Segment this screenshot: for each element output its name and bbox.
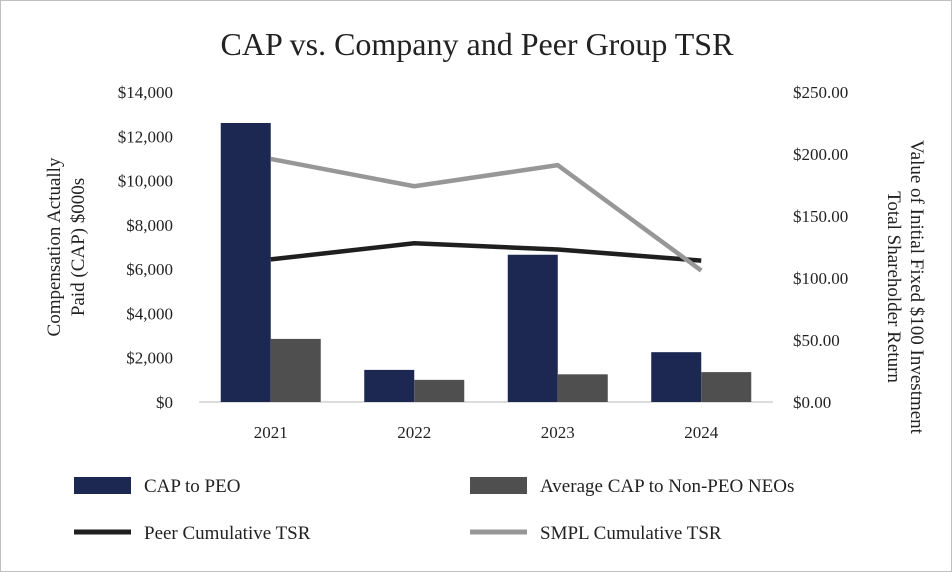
left-tick-label: $2,000 xyxy=(126,349,173,368)
legend-label: Average CAP to Non-PEO NEOs xyxy=(540,476,794,497)
bar xyxy=(507,254,558,402)
bar xyxy=(414,379,465,402)
left-axis-title-line-2: Paid (CAP) $000s xyxy=(68,178,89,316)
x-tick-label: 2024 xyxy=(684,423,719,442)
bar xyxy=(651,352,702,402)
legend-label: CAP to PEO xyxy=(144,476,240,497)
right-tick-label: $100.00 xyxy=(793,269,848,288)
left-tick-label: $0 xyxy=(156,393,173,412)
left-tick-label: $12,000 xyxy=(118,127,173,146)
legend-swatch xyxy=(470,477,527,494)
right-axis-title-line-2: Value of Initial Fixed $100 Investment xyxy=(906,140,927,435)
right-tick-label: $0.00 xyxy=(793,393,831,412)
legend-swatch xyxy=(74,477,131,494)
right-axis-ticks: $0.00 $50.00 $100.00 $150.00 $200.00 $250.00 xyxy=(793,83,848,412)
right-tick-label: $50.00 xyxy=(793,331,840,350)
x-axis-ticks: 2021 2022 2023 2024 xyxy=(254,423,719,442)
bar xyxy=(270,338,321,402)
bar-series xyxy=(220,123,752,402)
x-tick-label: 2023 xyxy=(541,423,575,442)
left-tick-label: $8,000 xyxy=(126,216,173,235)
left-axis-title-line-1: Compensation Actually xyxy=(44,157,65,336)
left-axis-title: Compensation Actually Paid (CAP) $000s xyxy=(44,157,89,336)
right-axis-title: Total Shareholder Return Value of Initia… xyxy=(883,140,927,435)
left-tick-label: $4,000 xyxy=(126,304,173,323)
line-series xyxy=(270,156,703,273)
left-tick-label: $10,000 xyxy=(118,172,173,191)
left-tick-label: $14,000 xyxy=(118,83,173,102)
right-axis-title-line-1: Total Shareholder Return xyxy=(883,191,904,383)
bar xyxy=(220,123,271,402)
x-tick-label: 2021 xyxy=(254,423,288,442)
series-line xyxy=(270,241,702,263)
legend: CAP to PEO Average CAP to Non-PEO NEOs Pee… xyxy=(74,476,794,544)
chart-title: CAP vs. Company and Peer Group TSR xyxy=(221,26,735,62)
series-line xyxy=(270,156,703,273)
bar xyxy=(701,372,752,402)
legend-label: SMPL Cumulative TSR xyxy=(540,523,722,544)
right-tick-label: $150.00 xyxy=(793,207,848,226)
legend-label: Peer Cumulative TSR xyxy=(144,523,311,544)
bar xyxy=(364,369,415,402)
bar xyxy=(557,374,608,402)
x-tick-label: 2022 xyxy=(397,423,431,442)
right-tick-label: $200.00 xyxy=(793,145,848,164)
right-tick-label: $250.00 xyxy=(793,83,848,102)
left-axis-ticks: $0 $2,000 $4,000 $6,000 $8,000 $10,000 $12,000… xyxy=(118,83,173,412)
left-tick-label: $6,000 xyxy=(126,260,173,279)
